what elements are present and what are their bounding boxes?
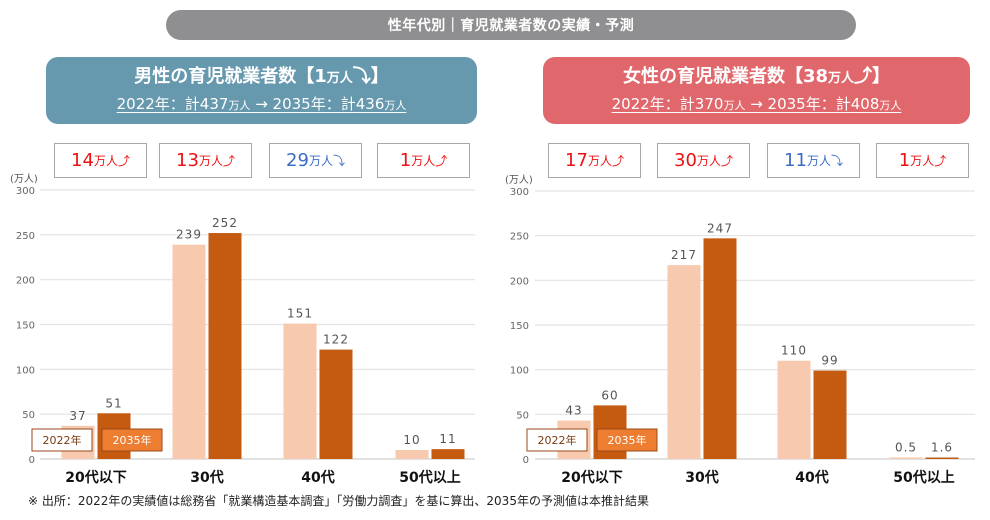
- female-summary-totals: 2022年：計370万人 → 2035年：計408万人: [611, 95, 902, 113]
- male-change-box: 14 万人 ⤴: [54, 143, 147, 178]
- male-summary-title: 男性の育児就業者数【1万人⤵】: [134, 66, 389, 87]
- x-category-label: 20代以下: [65, 469, 126, 486]
- female-summary-title: 女性の育児就業者数【38万人⤴】: [622, 66, 891, 87]
- legend-2035-swatch: [101, 428, 163, 452]
- female-change-box: 11 万人 ⤵: [767, 143, 860, 178]
- change-arrow-icon: ⤴: [934, 154, 947, 168]
- bar-value-label: 239: [176, 228, 202, 242]
- arrow-right-icon: →: [745, 95, 768, 113]
- female-change-box: 30 万人 ⤴: [657, 143, 750, 178]
- bar-2022: [667, 265, 701, 459]
- arrow-right-icon: →: [250, 95, 273, 113]
- y-tick-label: 100: [510, 366, 529, 377]
- y-tick-label: 100: [16, 365, 35, 376]
- change-arrow-icon: ⤵: [332, 154, 345, 168]
- legend-2035-label: 2035年: [608, 433, 647, 447]
- bar-2022: [283, 323, 317, 459]
- bar-2022: [172, 244, 206, 459]
- page-title: 性年代別｜育児就業者数の実績・予測: [387, 18, 635, 34]
- x-category-label: 40代: [795, 469, 828, 486]
- legend-2035-swatch: [596, 428, 658, 452]
- y-tick-label: 0: [29, 455, 35, 466]
- bar-2035: [925, 457, 959, 459]
- bar-value-label: 0.5: [895, 441, 917, 455]
- x-category-label: 50代以上: [399, 469, 460, 486]
- bar-value-label: 217: [671, 248, 697, 262]
- change-arrow-icon: ⤴: [222, 154, 235, 168]
- bar-value-label: 252: [212, 216, 238, 230]
- bar-2035: [431, 449, 465, 459]
- x-category-label: 30代: [685, 469, 718, 486]
- y-axis-unit-label: (万人): [10, 173, 38, 185]
- bar-2035: [703, 238, 737, 459]
- bar-value-label: 10: [403, 433, 420, 447]
- trend-down-icon: ⤵: [352, 66, 371, 87]
- y-tick-label: 150: [16, 321, 35, 332]
- male-change-box: 13 万人 ⤴: [159, 143, 252, 178]
- change-arrow-icon: ⤴: [117, 154, 130, 168]
- bar-value-label: 60: [601, 388, 618, 402]
- bar-value-label: 1.6: [931, 441, 953, 455]
- x-category-label: 20代以下: [561, 469, 622, 486]
- bar-value-label: 51: [105, 396, 122, 410]
- male-change-box: 29 万人 ⤵: [269, 143, 362, 178]
- change-arrow-icon: ⤴: [720, 154, 733, 168]
- x-category-label: 50代以上: [893, 469, 954, 486]
- bar-2022: [889, 457, 923, 459]
- legend-2022-label: 2022年: [538, 433, 577, 447]
- female-change-box: 17 万人 ⤴: [548, 143, 641, 178]
- bar-value-label: 122: [323, 333, 349, 347]
- female-summary-header: 女性の育児就業者数【38万人⤴】 2022年：計370万人 → 2035年：計4…: [543, 57, 970, 124]
- change-arrow-icon: ⤴: [435, 154, 448, 168]
- source-footnote: ※ 出所：2022年の実績値は総務省「就業構造基本調査」「労働力調査」を基に算出…: [28, 494, 649, 508]
- bar-value-label: 37: [69, 409, 86, 423]
- bar-2022: [395, 450, 429, 459]
- male-summary-totals: 2022年：計437万人 → 2035年：計436万人: [116, 95, 407, 113]
- bar-2035: [319, 349, 353, 459]
- male-summary-header: 男性の育児就業者数【1万人⤵】 2022年：計437万人 → 2035年：計43…: [46, 57, 477, 124]
- legend-2022-label: 2022年: [43, 433, 82, 447]
- page-title-banner: 性年代別｜育児就業者数の実績・予測: [166, 10, 856, 40]
- y-axis-unit-label: (万人): [505, 174, 533, 186]
- y-tick-label: 250: [16, 231, 35, 242]
- y-tick-label: 300: [510, 187, 529, 198]
- legend-2022-swatch: [526, 428, 588, 452]
- x-category-label: 30代: [190, 469, 223, 486]
- bar-value-label: 151: [287, 307, 313, 321]
- bar-2035: [813, 370, 847, 459]
- bar-value-label: 247: [707, 221, 733, 235]
- y-tick-label: 50: [22, 410, 35, 421]
- y-tick-label: 150: [510, 321, 529, 332]
- male-change-box: 1 万人 ⤴: [377, 143, 470, 178]
- bar-value-label: 110: [781, 344, 807, 358]
- female-change-box: 1 万人 ⤴: [876, 143, 969, 178]
- change-arrow-icon: ⤵: [830, 154, 843, 168]
- bar-2022: [777, 360, 811, 459]
- y-tick-label: 200: [510, 276, 529, 287]
- legend-2035-label: 2035年: [113, 433, 152, 447]
- change-arrow-icon: ⤴: [611, 154, 624, 168]
- bar-value-label: 43: [565, 404, 582, 418]
- y-tick-label: 200: [16, 276, 35, 287]
- y-tick-label: 0: [523, 455, 529, 466]
- legend-2022-swatch: [31, 428, 93, 452]
- bar-value-label: 11: [439, 432, 456, 446]
- bar-value-label: 99: [821, 354, 838, 368]
- trend-up-icon: ⤴: [854, 66, 873, 87]
- x-category-label: 40代: [301, 469, 334, 486]
- y-tick-label: 250: [510, 232, 529, 243]
- y-tick-label: 300: [16, 186, 35, 197]
- bar-2035: [208, 233, 242, 459]
- y-tick-label: 50: [516, 410, 529, 421]
